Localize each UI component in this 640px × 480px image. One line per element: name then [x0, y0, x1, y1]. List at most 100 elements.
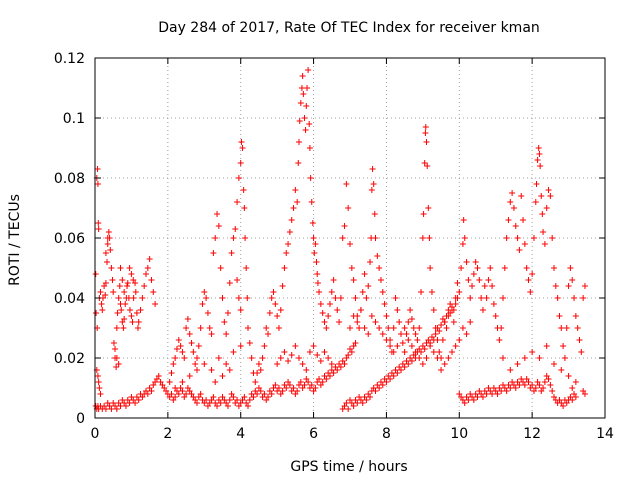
- data-point: [465, 397, 472, 403]
- data-point: [427, 340, 434, 346]
- data-point: [188, 340, 195, 346]
- data-point: [150, 289, 157, 295]
- data-point: [311, 250, 318, 256]
- data-point: [539, 211, 546, 217]
- data-point: [245, 325, 251, 331]
- data-point: [113, 406, 120, 412]
- data-point: [285, 241, 292, 247]
- data-point: [272, 382, 279, 388]
- data-point: [240, 187, 247, 193]
- data-point: [336, 319, 343, 325]
- data-point: [390, 325, 397, 331]
- data-point: [235, 295, 242, 301]
- data-point: [467, 295, 474, 301]
- data-point: [563, 325, 570, 331]
- data-point: [326, 373, 333, 379]
- y-tick-label: 0.1: [63, 111, 85, 127]
- data-point: [179, 349, 186, 355]
- data-point: [337, 295, 344, 301]
- data-point: [122, 403, 129, 409]
- data-point: [345, 205, 352, 211]
- data-point: [212, 379, 219, 385]
- data-point: [514, 361, 521, 367]
- data-point: [221, 319, 228, 325]
- data-point: [472, 259, 479, 265]
- data-point: [487, 265, 494, 271]
- data-point: [186, 373, 193, 379]
- data-point: [296, 355, 302, 361]
- data-point: [350, 313, 357, 319]
- data-point: [230, 349, 237, 355]
- data-point: [512, 385, 519, 391]
- data-point: [469, 283, 476, 289]
- data-point: [516, 382, 523, 388]
- data-point: [441, 361, 448, 367]
- data-point: [215, 223, 222, 229]
- data-point: [379, 331, 386, 337]
- data-point: [144, 391, 151, 397]
- data-point: [97, 289, 104, 295]
- data-point: [507, 199, 514, 205]
- data-point: [507, 367, 514, 373]
- data-point: [288, 352, 295, 358]
- data-point: [341, 223, 348, 229]
- data-point: [536, 151, 543, 157]
- data-point: [308, 199, 315, 205]
- data-point: [512, 223, 519, 229]
- data-point: [569, 397, 576, 403]
- data-point: [299, 361, 306, 367]
- data-point: [234, 397, 241, 403]
- data-point: [214, 403, 221, 409]
- data-point: [298, 85, 305, 91]
- data-point: [277, 355, 284, 361]
- data-point: [438, 367, 445, 373]
- data-point: [352, 295, 359, 301]
- data-point: [102, 406, 109, 412]
- data-point: [572, 394, 579, 400]
- data-point: [401, 349, 408, 355]
- data-point: [547, 382, 554, 388]
- data-point: [412, 331, 419, 337]
- data-point: [408, 343, 415, 349]
- data-point: [420, 211, 427, 217]
- data-point: [436, 349, 443, 355]
- data-point: [307, 175, 314, 181]
- data-point: [405, 361, 412, 367]
- data-point: [560, 403, 567, 409]
- data-point: [107, 247, 114, 253]
- data-point: [309, 220, 316, 226]
- data-point: [95, 220, 102, 226]
- data-point: [498, 325, 505, 331]
- data-point: [459, 241, 466, 247]
- data-point: [330, 370, 337, 376]
- data-point: [361, 271, 368, 277]
- data-point: [398, 331, 404, 337]
- data-point: [543, 343, 550, 349]
- data-point: [314, 352, 321, 358]
- data-point: [328, 289, 335, 295]
- data-point: [237, 307, 244, 313]
- data-point: [476, 277, 483, 283]
- data-point: [148, 388, 155, 394]
- data-point: [337, 364, 344, 370]
- data-point: [426, 235, 433, 241]
- data-point: [530, 235, 537, 241]
- data-point: [134, 325, 141, 331]
- data-point: [98, 301, 105, 307]
- data-point: [470, 397, 477, 403]
- data-point: [92, 271, 99, 277]
- data-point: [424, 163, 431, 169]
- y-tick-label: 0: [76, 411, 85, 427]
- data-point: [124, 280, 131, 286]
- data-point: [347, 325, 353, 331]
- data-point: [130, 295, 137, 301]
- data-point: [399, 340, 406, 346]
- data-point: [458, 265, 465, 271]
- data-point: [387, 376, 394, 382]
- data-point: [102, 280, 109, 286]
- data-point: [175, 337, 182, 343]
- data-point: [509, 190, 516, 196]
- data-point: [235, 175, 242, 181]
- data-point: [201, 361, 208, 367]
- data-point: [194, 367, 200, 373]
